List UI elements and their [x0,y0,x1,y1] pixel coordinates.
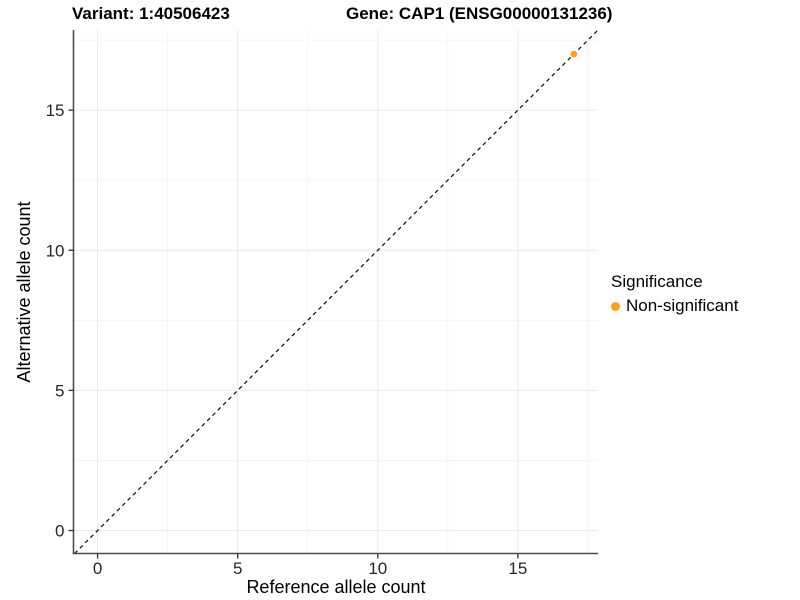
y-tick-label: 15 [46,101,65,120]
legend-item-label: Non-significant [626,296,739,315]
y-tick-label: 5 [55,381,64,400]
plot-title-variant: Variant: 1:40506423 [72,4,230,23]
y-tick-label: 0 [55,522,64,541]
legend: Significance Non-significant [611,272,738,316]
identity-line [74,29,599,554]
data-point [570,50,578,58]
x-tick-label: 0 [93,559,102,578]
legend-title: Significance [611,272,703,291]
x-tick-label: 5 [233,559,242,578]
legend-item-non-significant: Non-significant [611,296,738,316]
x-axis-title: Reference allele count [246,577,426,597]
plot-title-gene: Gene: CAP1 (ENSG00000131236) [346,4,613,23]
y-tick-label: 10 [46,241,65,260]
x-tick-label: 15 [508,559,527,578]
y-axis-title: Alternative allele count [14,201,34,383]
legend-point-icon [611,301,620,311]
x-tick-label: 10 [368,559,387,578]
